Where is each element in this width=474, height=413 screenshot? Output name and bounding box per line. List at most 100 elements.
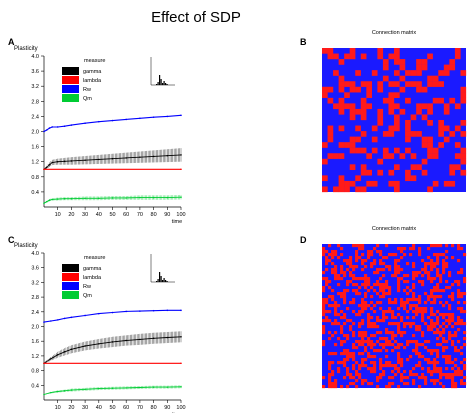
matrix-cell	[415, 313, 419, 317]
matrix-cell	[361, 334, 365, 338]
matrix-cell	[366, 153, 372, 159]
matrix-cell	[355, 256, 359, 260]
matrix-cell	[406, 310, 410, 314]
matrix-cell	[436, 271, 440, 275]
matrix-cell	[322, 142, 328, 148]
matrix-cell	[442, 313, 446, 317]
matrix-cell	[436, 319, 440, 323]
matrix-cell	[445, 256, 449, 260]
matrix-cell	[394, 70, 400, 76]
matrix-cell	[433, 286, 437, 290]
matrix-cell	[385, 361, 389, 365]
panel-d-connection-matrix: Connection matrix	[322, 226, 467, 389]
matrix-cell	[443, 125, 450, 132]
data-point	[152, 386, 155, 388]
matrix-cell	[448, 304, 452, 308]
x-tick-label: 80	[151, 212, 157, 218]
matrix-cell	[433, 322, 437, 326]
matrix-cell	[352, 382, 356, 386]
matrix-cell	[405, 97, 411, 104]
matrix-cell	[346, 352, 350, 356]
matrix-cell	[349, 108, 356, 115]
data-point	[166, 309, 169, 312]
matrix-cell	[337, 304, 341, 308]
matrix-cell	[370, 334, 374, 338]
data-point	[48, 199, 51, 202]
matrix-cell	[424, 307, 428, 311]
matrix-cell	[370, 370, 374, 374]
inset-bar	[160, 79, 162, 85]
matrix-cell	[358, 304, 362, 308]
matrix-cell	[397, 247, 401, 251]
matrix-cell	[433, 244, 437, 248]
matrix-cell	[394, 253, 398, 257]
series-Qm	[43, 194, 182, 205]
matrix-cell	[361, 277, 365, 281]
matrix-cell	[436, 262, 440, 266]
matrix-cell	[418, 352, 422, 356]
matrix-cell	[376, 319, 380, 323]
matrix-cell	[391, 331, 395, 335]
y-tick-label: 1.6	[31, 145, 39, 151]
y-axis-label: Plasticity	[14, 46, 38, 52]
data-point	[63, 197, 66, 200]
matrix-cell	[445, 355, 449, 359]
matrix-cell	[443, 103, 450, 110]
matrix-cell	[388, 310, 392, 314]
matrix-cell	[349, 147, 356, 154]
matrix-cell	[355, 70, 361, 76]
matrix-cell	[460, 292, 464, 296]
matrix-cell	[397, 277, 401, 281]
legend-title: measure	[84, 58, 105, 64]
matrix-cell	[418, 295, 422, 299]
matrix-cell	[325, 277, 329, 281]
matrix-cell	[388, 385, 392, 389]
matrix-cell	[445, 280, 449, 284]
matrix-cell	[463, 364, 467, 368]
matrix-cell	[416, 81, 422, 87]
matrix-cell	[400, 373, 404, 377]
data-point	[63, 317, 66, 320]
matrix-cell	[352, 376, 356, 380]
matrix-cell	[327, 48, 334, 54]
inset-bar	[156, 281, 158, 282]
matrix-cell	[445, 340, 449, 344]
matrix-cell	[443, 64, 450, 71]
data-point	[98, 158, 100, 161]
matrix-cell	[364, 277, 368, 281]
matrix-cell	[364, 331, 368, 335]
matrix-cell	[412, 349, 416, 353]
matrix-cell	[331, 304, 335, 308]
matrix-cell	[415, 304, 419, 308]
matrix-cell	[346, 373, 350, 377]
matrix-cell	[439, 295, 443, 299]
matrix-cell	[366, 81, 372, 87]
matrix-cell	[430, 373, 434, 377]
matrix-cell	[457, 328, 461, 332]
data-point	[98, 120, 100, 123]
matrix-cell	[412, 304, 416, 308]
matrix-cell	[382, 283, 386, 287]
matrix-cell	[436, 310, 440, 314]
matrix-cell	[334, 265, 338, 269]
matrix-cell	[406, 316, 410, 320]
matrix-cell	[382, 343, 386, 347]
matrix-cell	[430, 307, 434, 311]
inset-bar	[165, 83, 167, 85]
matrix-cell	[373, 322, 377, 326]
x-tick-label: 90	[164, 212, 170, 218]
matrix-cell	[427, 186, 433, 193]
matrix-cell	[364, 274, 368, 278]
matrix-cell	[394, 125, 400, 132]
matrix-cell	[349, 271, 353, 275]
matrix-cell	[427, 274, 431, 278]
matrix-cell	[360, 114, 367, 121]
data-point	[125, 310, 127, 313]
data-point	[98, 342, 100, 345]
matrix-cell	[343, 340, 347, 344]
matrix-cell	[430, 379, 434, 383]
x-tick-label: 50	[109, 405, 115, 411]
matrix-cell	[397, 346, 401, 350]
matrix-cell	[394, 92, 400, 98]
x-tick-label: 10	[55, 405, 61, 411]
